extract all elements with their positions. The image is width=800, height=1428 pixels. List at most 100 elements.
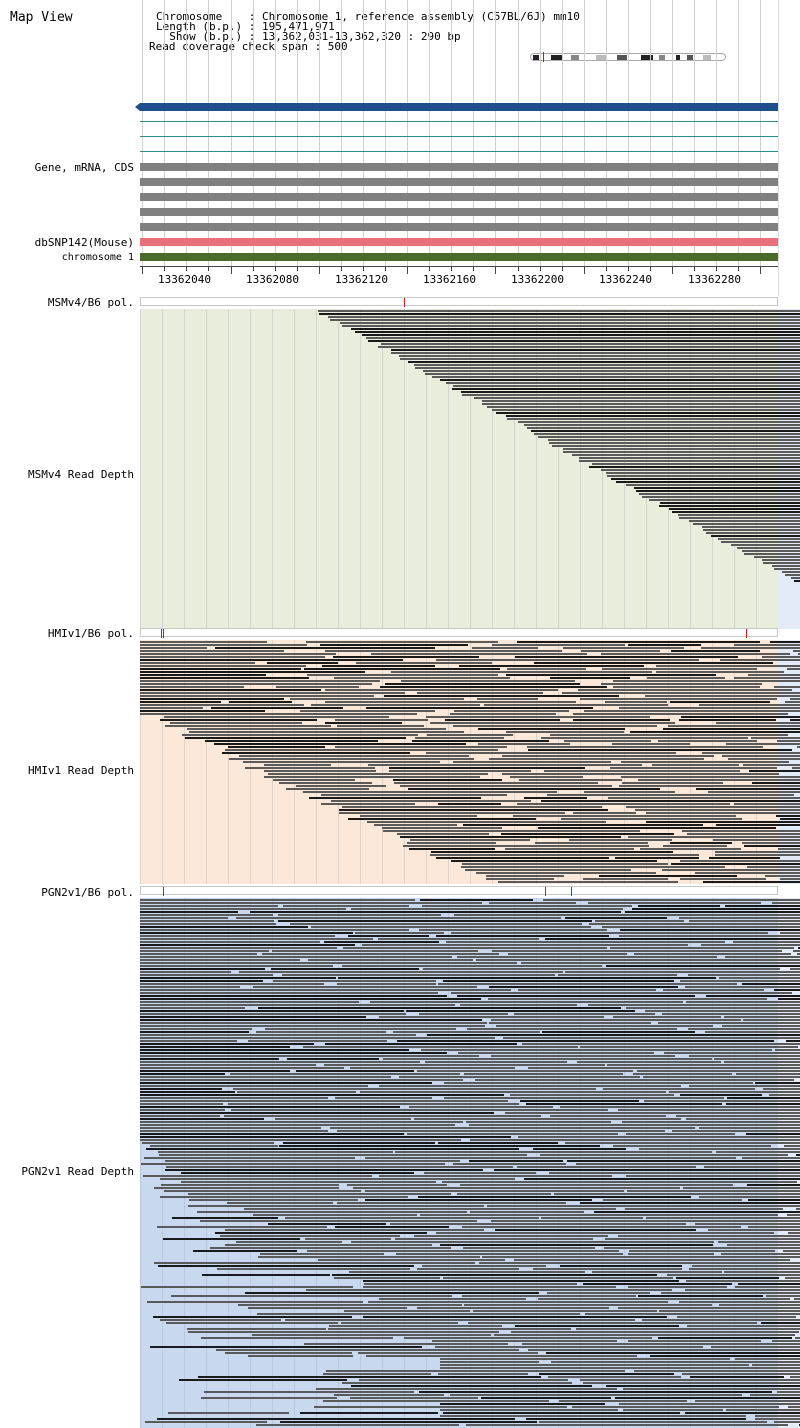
read-alignment[interactable] bbox=[520, 1100, 639, 1102]
read-alignment[interactable] bbox=[337, 1202, 566, 1204]
read-alignment[interactable] bbox=[233, 1088, 596, 1090]
read-alignment[interactable] bbox=[182, 734, 418, 736]
read-alignment[interactable] bbox=[502, 755, 714, 757]
pgn2v1-pol-track[interactable] bbox=[140, 886, 778, 896]
read-alignment[interactable] bbox=[253, 986, 477, 988]
read-alignment[interactable] bbox=[515, 1325, 679, 1327]
read-alignment[interactable] bbox=[419, 1013, 508, 1015]
read-alignment[interactable] bbox=[140, 707, 203, 709]
read-alignment[interactable] bbox=[682, 830, 800, 832]
read-alignment[interactable] bbox=[258, 1007, 621, 1009]
read-alignment[interactable] bbox=[401, 680, 575, 682]
read-alignment[interactable] bbox=[699, 704, 800, 706]
read-alignment[interactable] bbox=[639, 1148, 800, 1150]
read-alignment[interactable] bbox=[287, 1058, 379, 1060]
read-alignment[interactable] bbox=[522, 1343, 800, 1345]
read-alignment[interactable] bbox=[703, 881, 800, 883]
read-alignment[interactable] bbox=[517, 803, 730, 805]
read-alignment[interactable] bbox=[140, 944, 355, 946]
read-alignment[interactable] bbox=[615, 857, 699, 859]
read-alignment[interactable] bbox=[563, 647, 684, 649]
read-alignment[interactable] bbox=[140, 974, 273, 976]
read-alignment[interactable] bbox=[474, 397, 800, 399]
read-alignment[interactable] bbox=[487, 1205, 800, 1207]
read-alignment[interactable] bbox=[738, 1283, 800, 1285]
read-alignment[interactable] bbox=[708, 1229, 800, 1231]
read-alignment[interactable] bbox=[466, 1121, 611, 1123]
read-alignment[interactable] bbox=[271, 968, 419, 970]
read-alignment[interactable] bbox=[492, 950, 782, 952]
read-alignment[interactable] bbox=[334, 677, 510, 679]
read-alignment[interactable] bbox=[337, 1130, 665, 1132]
read-alignment[interactable] bbox=[659, 1310, 800, 1312]
read-alignment[interactable] bbox=[522, 1043, 800, 1045]
read-alignment[interactable] bbox=[498, 881, 678, 883]
read-alignment[interactable] bbox=[414, 1118, 681, 1120]
read-alignment[interactable] bbox=[164, 716, 389, 718]
read-alignment[interactable] bbox=[332, 1274, 657, 1276]
read-alignment[interactable] bbox=[379, 1175, 612, 1177]
read-alignment[interactable] bbox=[638, 779, 800, 781]
read-alignment[interactable] bbox=[243, 761, 440, 763]
read-alignment[interactable] bbox=[370, 1001, 683, 1003]
read-alignment[interactable] bbox=[198, 1376, 541, 1378]
read-alignment[interactable] bbox=[168, 1412, 289, 1414]
read-alignment[interactable] bbox=[489, 1022, 651, 1024]
read-alignment[interactable] bbox=[326, 1370, 625, 1372]
read-alignment[interactable] bbox=[181, 1181, 436, 1183]
read-alignment[interactable] bbox=[547, 1292, 650, 1294]
read-alignment[interactable] bbox=[628, 1253, 714, 1255]
read-alignment[interactable] bbox=[687, 833, 800, 835]
read-alignment[interactable] bbox=[364, 1283, 577, 1285]
read-alignment[interactable] bbox=[160, 1196, 408, 1198]
read-alignment[interactable] bbox=[323, 1400, 549, 1402]
read-alignment[interactable] bbox=[408, 788, 660, 790]
read-alignment[interactable] bbox=[733, 941, 800, 943]
read-alignment[interactable] bbox=[502, 773, 779, 775]
read-alignment[interactable] bbox=[426, 716, 650, 718]
read-alignment[interactable] bbox=[430, 722, 675, 724]
read-alignment[interactable] bbox=[506, 415, 800, 417]
read-alignment[interactable] bbox=[283, 1142, 435, 1144]
read-alignment[interactable] bbox=[626, 1007, 800, 1009]
read-alignment[interactable] bbox=[143, 1175, 372, 1177]
read-alignment[interactable] bbox=[140, 1130, 328, 1132]
read-alignment[interactable] bbox=[440, 1415, 746, 1417]
read-alignment[interactable] bbox=[645, 1010, 800, 1012]
read-alignment[interactable] bbox=[528, 749, 792, 751]
read-alignment[interactable] bbox=[157, 1226, 327, 1228]
read-alignment[interactable] bbox=[244, 1208, 616, 1210]
read-alignment[interactable] bbox=[543, 899, 800, 901]
read-alignment[interactable] bbox=[442, 1181, 797, 1183]
read-alignment[interactable] bbox=[350, 1397, 478, 1399]
read-alignment[interactable] bbox=[774, 989, 800, 991]
hmiv1-pol-track[interactable] bbox=[140, 628, 778, 638]
transcript-line-3[interactable] bbox=[140, 151, 778, 152]
read-alignment[interactable] bbox=[368, 764, 642, 766]
read-alignment[interactable] bbox=[440, 1358, 730, 1360]
read-alignment[interactable] bbox=[663, 989, 764, 991]
read-alignment[interactable] bbox=[656, 665, 800, 667]
read-alignment[interactable] bbox=[158, 1151, 393, 1153]
read-alignment[interactable] bbox=[559, 1400, 687, 1402]
read-alignment[interactable] bbox=[140, 1067, 344, 1069]
read-alignment[interactable] bbox=[724, 1061, 800, 1063]
read-alignment[interactable] bbox=[337, 725, 424, 727]
transcript-line-2[interactable] bbox=[140, 136, 778, 137]
read-alignment[interactable] bbox=[576, 1328, 800, 1330]
read-alignment[interactable] bbox=[544, 770, 740, 772]
read-alignment[interactable] bbox=[479, 1262, 800, 1264]
read-alignment[interactable] bbox=[353, 1187, 680, 1189]
read-alignment[interactable] bbox=[211, 707, 343, 709]
read-alignment[interactable] bbox=[742, 550, 800, 552]
read-alignment[interactable] bbox=[680, 1094, 762, 1096]
read-alignment[interactable] bbox=[140, 950, 269, 952]
read-alignment[interactable] bbox=[140, 971, 231, 973]
read-alignment[interactable] bbox=[140, 935, 335, 937]
read-alignment[interactable] bbox=[379, 1016, 604, 1018]
snp-marker[interactable] bbox=[404, 298, 405, 307]
read-alignment[interactable] bbox=[229, 758, 474, 760]
read-alignment[interactable] bbox=[422, 1265, 546, 1267]
read-alignment[interactable] bbox=[440, 1361, 539, 1363]
read-alignment[interactable] bbox=[340, 322, 800, 324]
